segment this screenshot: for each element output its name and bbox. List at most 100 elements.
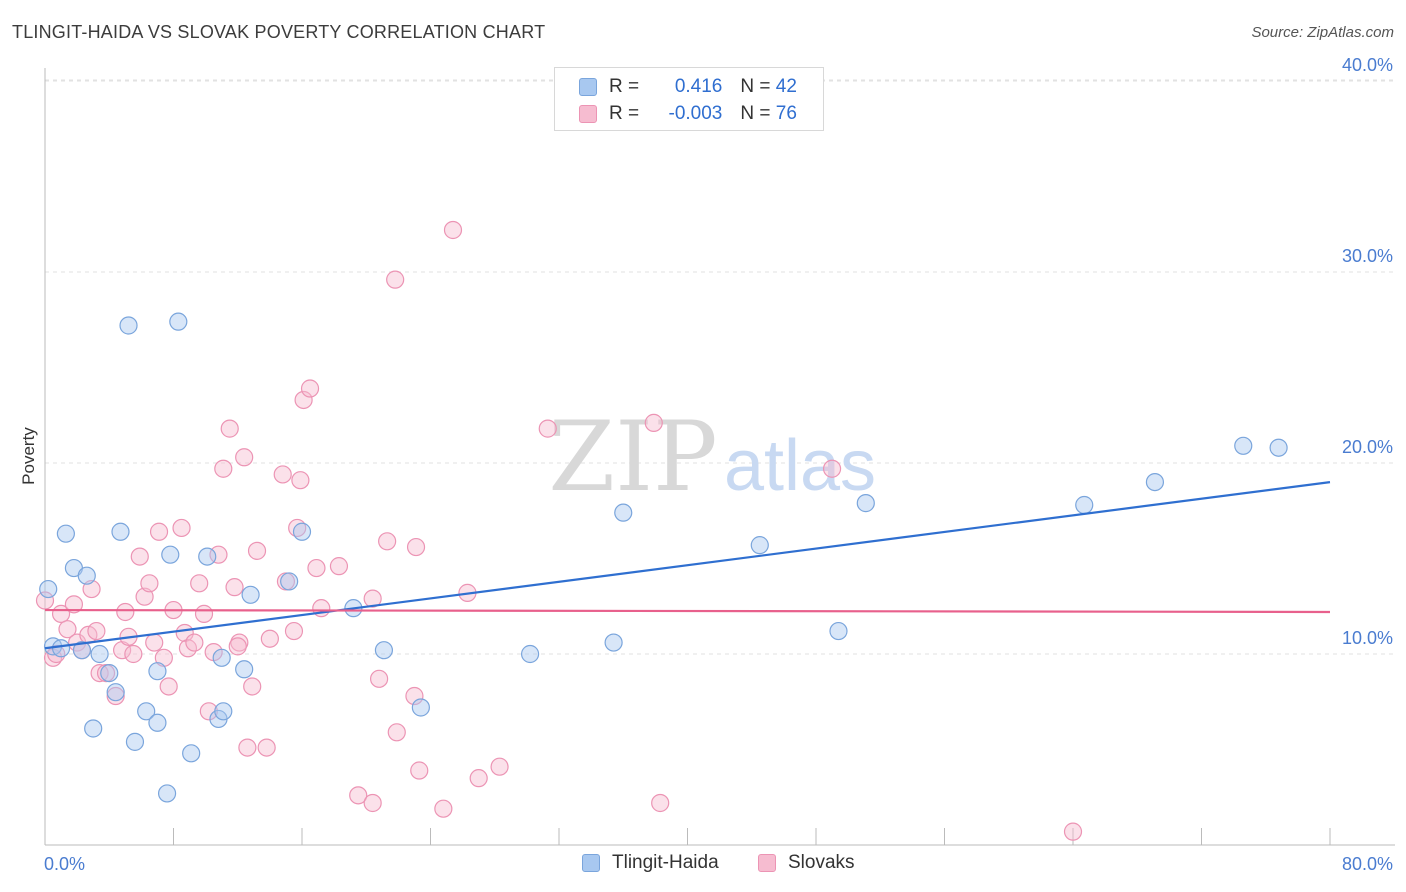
data-point xyxy=(378,532,397,551)
tick-labels: 10.0% 20.0% 30.0% 40.0% xyxy=(1342,55,1393,648)
data-point xyxy=(257,738,276,757)
data-point xyxy=(1234,436,1253,455)
x-tick-label-left: 0.0% xyxy=(44,854,85,874)
data-point xyxy=(235,660,254,679)
data-point xyxy=(294,390,313,410)
data-point xyxy=(434,799,453,818)
data-point xyxy=(307,558,326,578)
data-point xyxy=(284,621,304,641)
data-point xyxy=(220,419,239,438)
pink-swatch-icon xyxy=(758,854,776,872)
series-tlingit-haida-points xyxy=(39,312,1288,803)
data-point xyxy=(604,633,623,652)
data-point xyxy=(614,503,633,522)
legend-r-label: R = xyxy=(609,103,645,124)
data-point xyxy=(651,793,670,813)
data-point xyxy=(349,786,368,805)
data-point xyxy=(157,784,177,803)
data-point xyxy=(280,572,299,591)
data-point xyxy=(443,220,463,240)
data-point xyxy=(39,579,58,599)
data-point xyxy=(194,604,214,623)
data-point xyxy=(1269,438,1288,457)
data-point xyxy=(148,662,167,681)
data-point xyxy=(214,702,233,721)
data-point xyxy=(190,574,209,593)
data-point xyxy=(822,459,842,478)
legend-n-label: N = xyxy=(740,103,776,124)
data-point xyxy=(58,620,77,639)
correlation-legend: R = 0.416 N = 42 R = -0.003 N = 76 xyxy=(554,67,824,131)
data-point xyxy=(182,744,201,763)
data-point xyxy=(72,641,92,660)
data-point xyxy=(119,316,138,335)
data-point xyxy=(1145,473,1165,492)
data-point xyxy=(363,793,382,813)
bottom-legend-tlingit-haida: Tlingit-Haida xyxy=(582,852,719,874)
bottom-legend-slovaks: Slovaks xyxy=(758,852,855,874)
data-point xyxy=(124,644,143,664)
blue-swatch-icon xyxy=(582,854,600,872)
data-point xyxy=(273,465,292,484)
pink-swatch-icon xyxy=(579,105,597,123)
data-point xyxy=(149,522,169,541)
data-point xyxy=(538,419,557,438)
data-point xyxy=(370,669,389,688)
blue-swatch-icon xyxy=(579,78,597,96)
data-point xyxy=(243,677,262,696)
data-point xyxy=(260,629,279,648)
trend-line xyxy=(44,481,1331,650)
data-point xyxy=(214,459,233,478)
data-point xyxy=(520,644,540,664)
data-point xyxy=(106,686,125,706)
data-point xyxy=(90,644,109,664)
data-point xyxy=(363,589,382,608)
watermark-zip: ZIP xyxy=(548,401,717,513)
data-point xyxy=(106,683,125,702)
data-point xyxy=(238,738,257,757)
y-tick-label: 30.0% xyxy=(1342,246,1393,266)
data-point xyxy=(386,270,405,289)
bottom-legend-label: Tlingit-Haida xyxy=(612,852,719,873)
legend-row-tlingit-haida: R = 0.416 N = 42 xyxy=(579,75,797,99)
legend-r-value: 0.416 xyxy=(674,76,723,97)
data-point xyxy=(185,633,204,652)
data-point xyxy=(406,537,426,557)
data-point xyxy=(1075,495,1094,515)
chart-title: TLINGIT-HAIDA VS SLOVAK POVERTY CORRELAT… xyxy=(12,22,546,42)
data-point xyxy=(198,547,217,566)
data-point xyxy=(77,566,96,585)
legend-r-value: -0.003 xyxy=(668,103,723,124)
data-point xyxy=(35,591,55,610)
data-point xyxy=(490,757,509,776)
data-point xyxy=(145,633,164,652)
axes xyxy=(44,68,1395,846)
data-point xyxy=(130,547,149,566)
data-point xyxy=(172,518,191,538)
data-point xyxy=(87,621,106,641)
data-point xyxy=(84,719,103,738)
data-point xyxy=(209,545,228,564)
data-point xyxy=(140,574,159,593)
trend-lines xyxy=(44,481,1331,650)
data-point xyxy=(387,723,406,742)
data-point xyxy=(856,494,875,513)
data-point xyxy=(410,761,429,780)
grid-lines xyxy=(45,79,1395,655)
data-point xyxy=(469,769,488,788)
legend-n-label: N = xyxy=(740,76,776,97)
data-point xyxy=(225,578,244,597)
data-point xyxy=(405,686,424,706)
data-point xyxy=(90,663,109,683)
trend-line xyxy=(44,608,1331,614)
data-point xyxy=(300,379,320,398)
data-point xyxy=(247,541,267,560)
data-point xyxy=(56,524,75,543)
data-point xyxy=(241,585,260,604)
data-point xyxy=(1063,822,1083,841)
y-tick-label: 20.0% xyxy=(1342,437,1393,457)
data-point xyxy=(750,536,769,555)
legend-r-label: R = xyxy=(609,76,645,97)
data-point xyxy=(64,595,84,614)
data-point xyxy=(169,312,188,331)
